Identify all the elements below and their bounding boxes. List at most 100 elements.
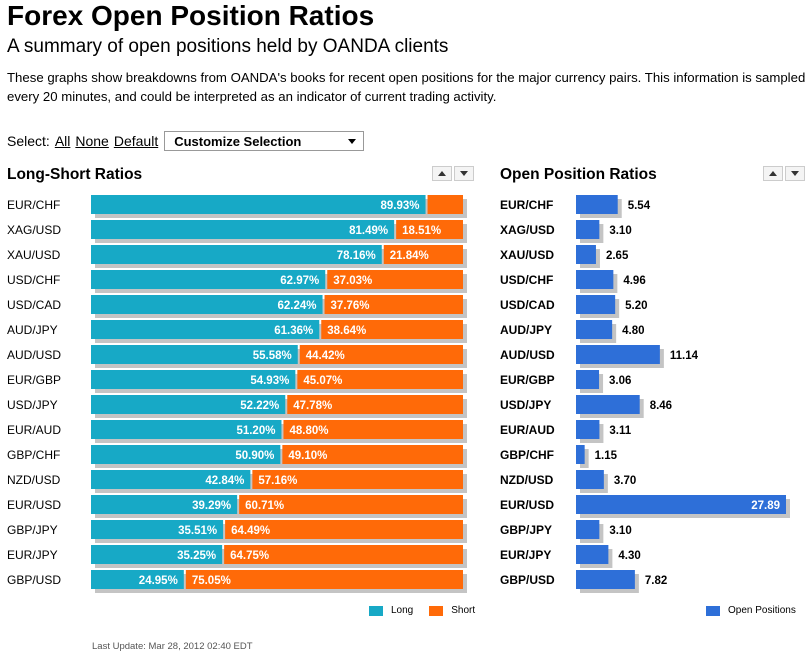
data-label-long: 35.25% [177,550,216,562]
data-label-long: 62.97% [280,275,319,287]
long-short-chart: EUR/CHF 89.93% XAG/USD 81.49% 18.51% XAU/USD 7… [7,195,467,593]
data-label-short: 57.16% [258,475,297,487]
category-label: GBP/CHF [500,448,554,462]
category-label: EUR/JPY [7,548,58,562]
category-label: EUR/USD [7,498,61,512]
category-label: GBP/JPY [7,523,58,537]
bar-short [287,395,463,414]
bar-short [427,195,463,214]
bar-short [324,295,463,314]
category-label: AUD/USD [7,348,61,362]
open-position-chart: EUR/CHF 5.54 XAG/USD 3.10 XAU/USD 2.65 USD/CHF… [500,195,790,593]
category-label: XAG/USD [500,223,555,237]
data-label-long: 54.93% [250,375,289,387]
sort-up-icon [769,171,777,176]
bar-open-positions [576,545,609,564]
data-label-long: 24.95% [139,575,178,587]
category-label: EUR/CHF [500,198,553,212]
bar-long [91,345,298,364]
bar-short [383,245,463,264]
category-label: EUR/AUD [500,423,555,437]
category-label: GBP/USD [500,573,555,587]
bar-open-positions [576,245,596,264]
select-row: Select: All None Default Customize Selec… [7,131,365,151]
bar-short [327,270,463,289]
data-label-open-positions: 3.70 [614,475,636,487]
data-label-short: 49.10% [288,450,327,462]
data-label-long: 50.90% [235,450,274,462]
legend-label-long: Long [391,605,414,616]
data-label-long: 62.24% [278,300,317,312]
data-label-open-positions: 8.46 [650,400,672,412]
category-label: USD/CHF [500,273,553,287]
data-label-open-positions: 4.96 [623,275,645,287]
bar-short [282,445,463,464]
bar-open-positions [576,520,600,539]
page-title: Forex Open Position Ratios [7,0,375,31]
data-label-short: 75.05% [192,575,231,587]
bar-short [252,470,463,489]
data-label-long: 52.22% [240,400,279,412]
bar-open-positions [576,295,616,314]
bar-open-positions [576,220,600,239]
category-label: XAG/USD [7,223,61,237]
legend-label-open: Open Positions [728,605,796,616]
long-short-sort-controls [432,166,474,181]
sort-up-icon [438,171,446,176]
data-label-open-positions: 3.10 [609,525,631,537]
category-label: NZD/USD [7,473,61,487]
bar-long [91,545,223,564]
data-label-long: 42.84% [205,475,244,487]
page-subtitle: A summary of open positions held by OAND… [7,36,449,57]
bar-long [91,245,382,264]
sort-ascending-button[interactable] [763,166,783,181]
category-label: USD/JPY [500,398,551,412]
select-none-link[interactable]: None [75,133,109,149]
data-label-short: 60.71% [245,500,284,512]
bar-short [225,520,463,539]
category-label: EUR/GBP [500,373,555,387]
data-label-open-positions: 11.14 [670,350,699,362]
sort-ascending-button[interactable] [432,166,452,181]
data-label-long: 35.51% [178,525,217,537]
bar-open-positions [576,495,786,514]
data-label-open-positions: 2.65 [606,250,629,262]
select-default-link[interactable]: Default [113,133,159,149]
long-short-title: Long-Short Ratios [7,166,143,183]
sort-descending-button[interactable] [454,166,474,181]
category-label: NZD/USD [500,473,554,487]
category-label: EUR/CHF [7,198,60,212]
customize-selection-label: Customize Selection [174,133,302,149]
data-label-short: 44.42% [306,350,345,362]
category-label: XAU/USD [500,248,554,262]
category-label: USD/CAD [7,298,61,312]
bar-long [91,320,320,339]
sort-down-icon [791,171,799,176]
category-label: EUR/GBP [7,373,61,387]
bar-long [91,470,251,489]
bar-open-positions [576,320,613,339]
data-label-open-positions: 3.06 [609,375,631,387]
data-label-short: 48.80% [289,425,328,437]
data-label-long: 55.58% [253,350,292,362]
category-label: AUD/USD [500,348,555,362]
bar-long [91,420,282,439]
page-description: These graphs show breakdowns from OANDA'… [7,70,806,104]
select-all-link[interactable]: All [54,133,71,149]
data-label-open-positions: 7.82 [645,575,667,587]
category-label: GBP/JPY [500,523,552,537]
data-label-open-positions: 5.20 [625,300,647,312]
category-label: EUR/AUD [7,423,61,437]
customize-selection-dropdown[interactable]: Customize Selection [164,131,365,151]
bar-long [91,220,395,239]
data-label-short: 38.64% [327,325,366,337]
category-label: GBP/USD [7,573,61,587]
sort-descending-button[interactable] [785,166,805,181]
bar-open-positions [576,345,660,364]
data-label-short: 37.03% [333,275,372,287]
category-label: XAU/USD [7,248,61,262]
category-label: USD/CAD [500,298,555,312]
open-position-sort-controls [763,166,805,181]
sort-down-icon [460,171,468,176]
bar-long [91,195,426,214]
